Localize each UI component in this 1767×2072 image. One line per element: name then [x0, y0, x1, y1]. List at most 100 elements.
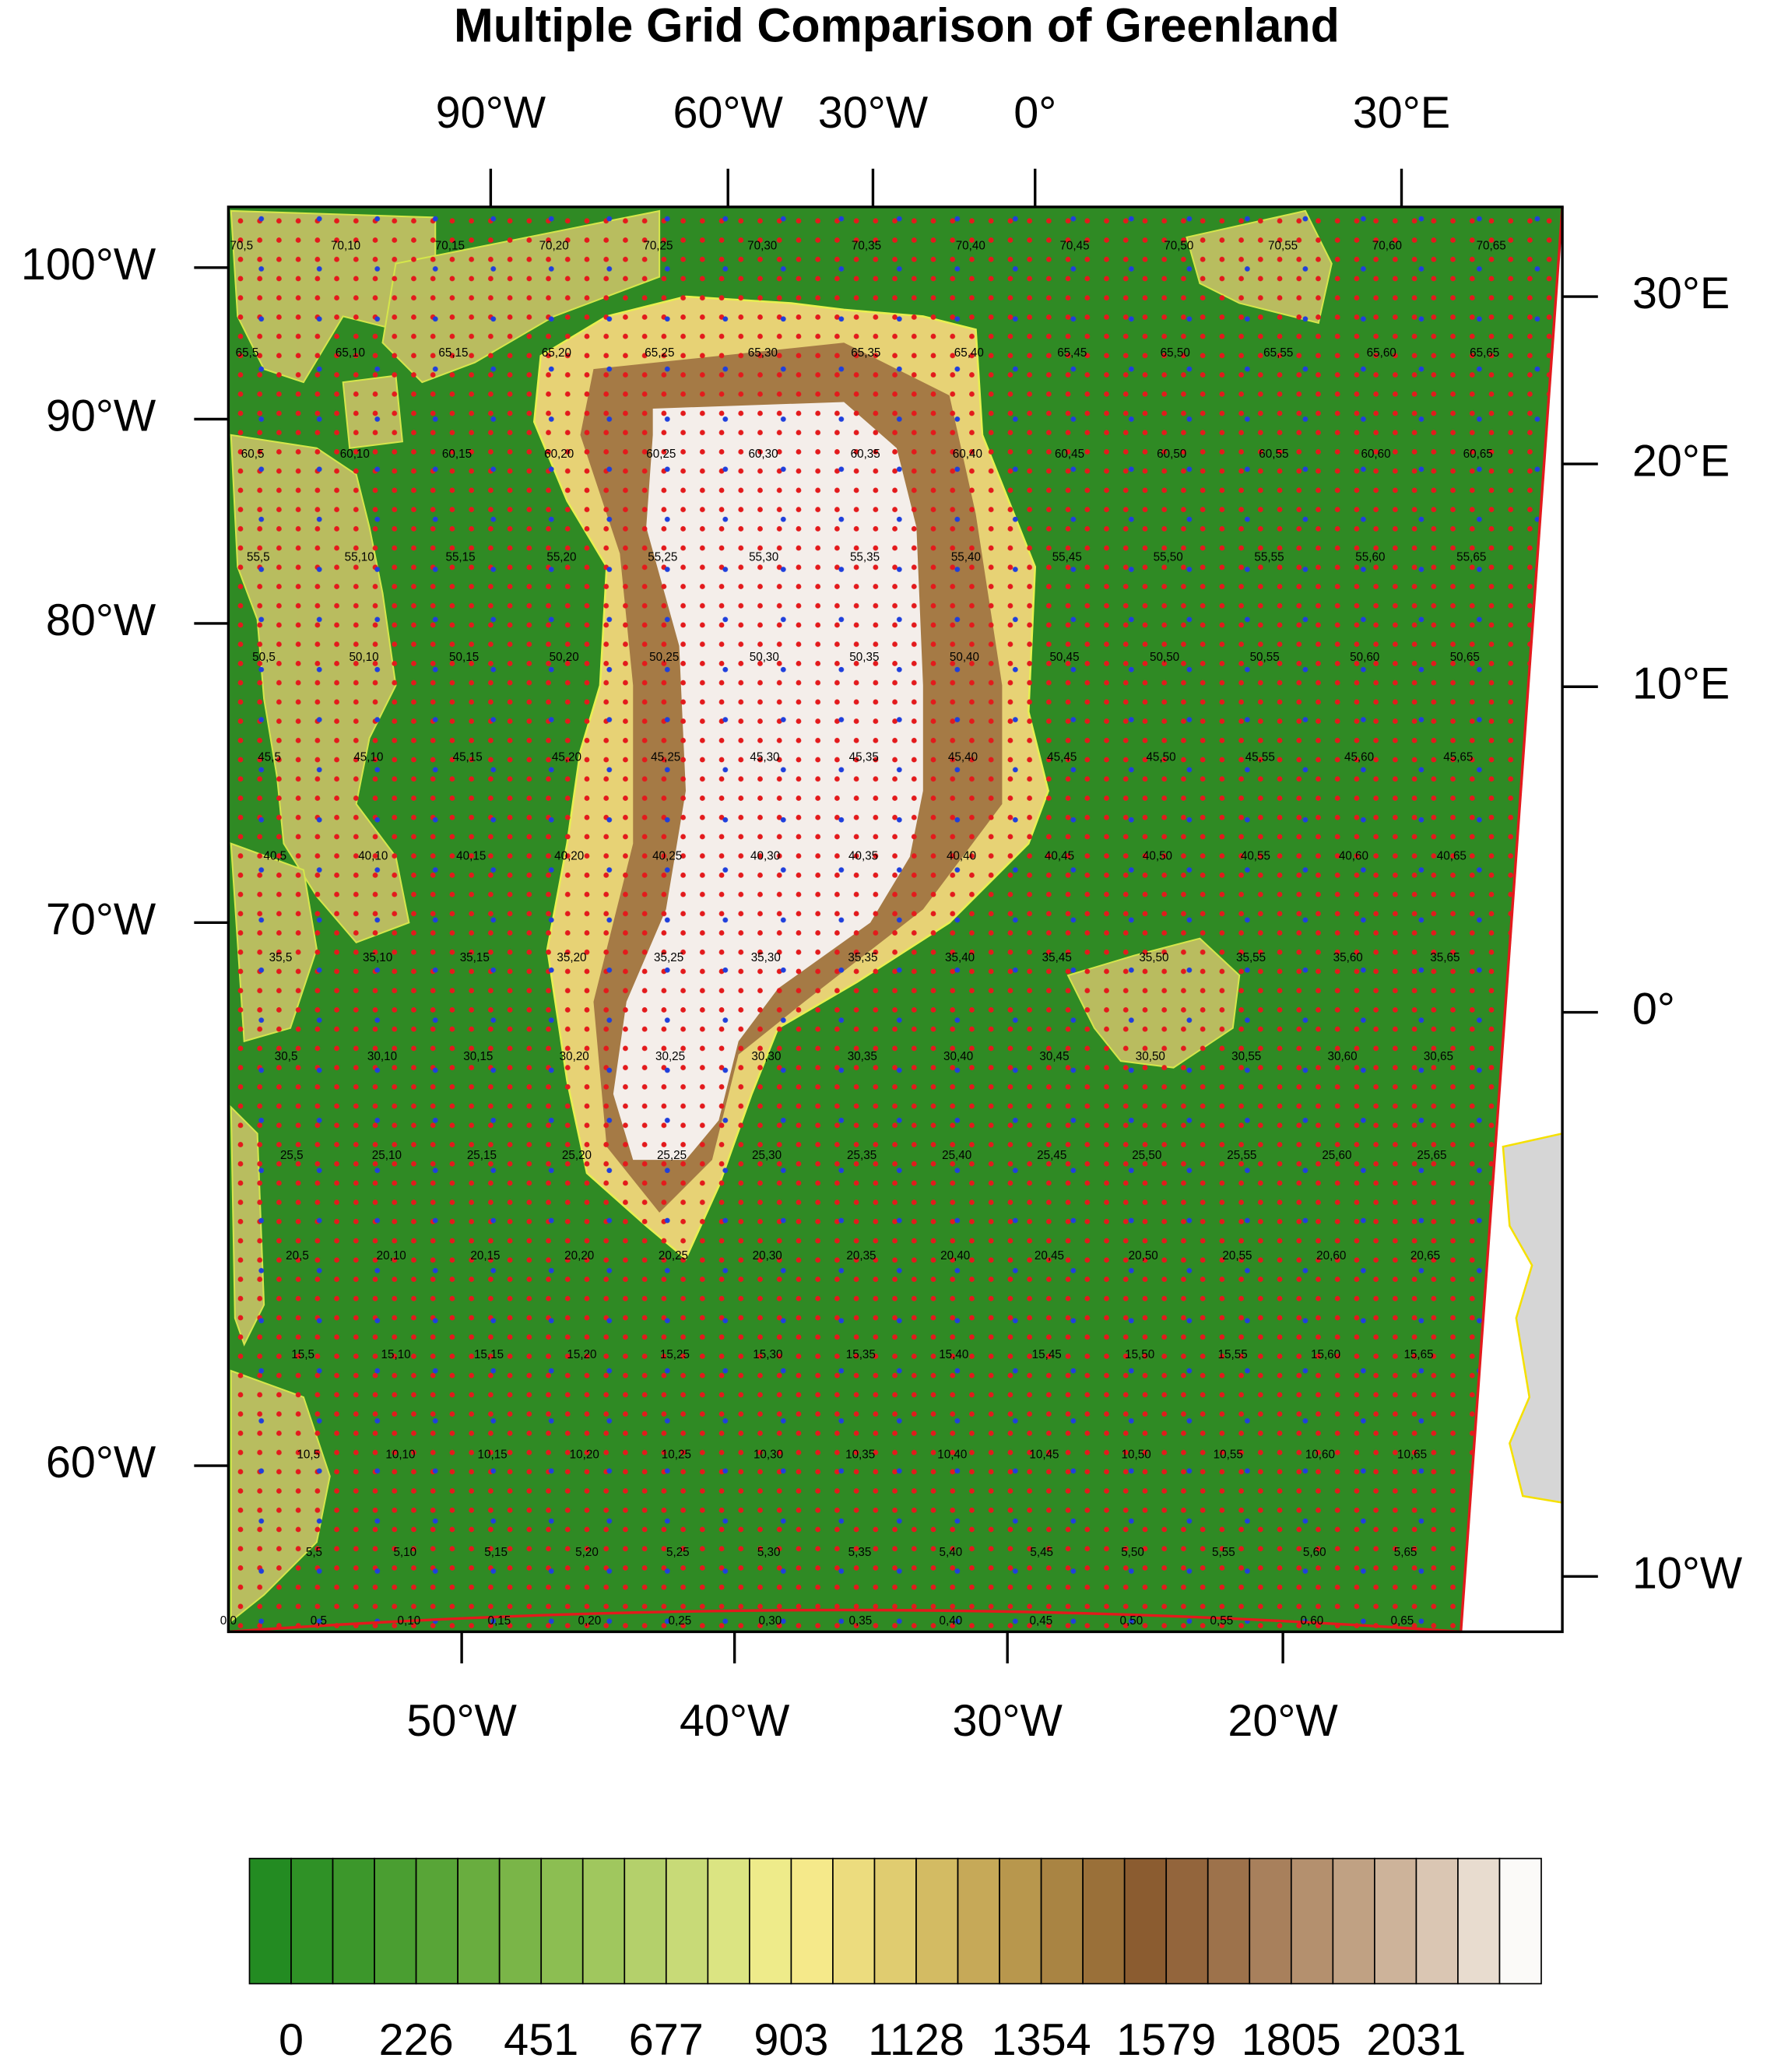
- colorbar-box: [790, 1857, 834, 1985]
- grid-label: 5,60: [1303, 1546, 1326, 1559]
- tick-label: 90°W: [436, 88, 546, 138]
- grid-label: 30,35: [848, 1050, 877, 1063]
- grid-label: 0,60: [1301, 1614, 1324, 1628]
- colorbar-box: [1249, 1857, 1292, 1985]
- grid-label: 60,25: [646, 448, 676, 461]
- grid-label: 30,30: [751, 1050, 781, 1063]
- grid-label: 50,45: [1049, 651, 1079, 664]
- grid-label: 40,15: [456, 850, 486, 863]
- grid-label: 40,25: [652, 850, 682, 863]
- grid-label: 0,5: [311, 1614, 327, 1628]
- grid-label: 70,45: [1059, 240, 1089, 253]
- grid-label: 60,50: [1157, 448, 1186, 461]
- grid-label: 0,50: [1120, 1614, 1143, 1628]
- grid-label: 35,5: [269, 951, 293, 964]
- colorbar-box: [1207, 1857, 1251, 1985]
- grid-label: 35,30: [751, 951, 781, 964]
- title: Multiple Grid Comparison of Greenland: [454, 0, 1340, 51]
- grid-label: 50,10: [349, 651, 378, 664]
- grid-label: 30,40: [943, 1050, 973, 1063]
- grid-label: 40,45: [1045, 850, 1074, 863]
- colorbar-box: [624, 1857, 667, 1985]
- grid-label: 0,0: [220, 1614, 237, 1628]
- grid-label: 10,60: [1305, 1449, 1335, 1462]
- grid-label: 35,50: [1139, 951, 1168, 964]
- colorbar-box: [1374, 1857, 1417, 1985]
- grid-label: 50,15: [449, 651, 479, 664]
- grid-label: 50,35: [849, 651, 879, 664]
- grid-label: 5,35: [848, 1546, 872, 1559]
- colorbar-box: [1290, 1857, 1334, 1985]
- grid-label: 55,45: [1052, 550, 1082, 564]
- grid-label: 25,50: [1132, 1149, 1161, 1162]
- grid-label: 25,10: [372, 1149, 402, 1162]
- grid-label: 15,55: [1218, 1348, 1248, 1361]
- grid-label: 10,10: [385, 1449, 415, 1462]
- colorbar-label: 903: [754, 2015, 828, 2065]
- grid-label: 40,35: [848, 850, 878, 863]
- grid-label: 5,65: [1394, 1546, 1417, 1559]
- grid-label: 45,5: [258, 751, 281, 764]
- grid-label: 70,5: [230, 240, 253, 253]
- grid-label: 20,65: [1410, 1249, 1440, 1263]
- tick-label: 90°W: [46, 392, 156, 441]
- grid-label: 60,15: [442, 448, 472, 461]
- grid-label: 70,35: [852, 240, 881, 253]
- grid-label: 65,50: [1161, 346, 1190, 360]
- grid-label: 0,30: [759, 1614, 782, 1628]
- colorbar-box: [957, 1857, 1000, 1985]
- tick-label: 30°W: [952, 1696, 1063, 1746]
- tick-label: 70°W: [46, 895, 156, 945]
- colorbar-box: [248, 1857, 292, 1985]
- grid-label: 15,60: [1311, 1348, 1340, 1361]
- grid-label: 40,55: [1241, 850, 1270, 863]
- grid-label: 45,30: [750, 751, 779, 764]
- grid-label: 25,25: [657, 1149, 687, 1162]
- grid-label: 50,30: [750, 651, 779, 664]
- tick-label: 80°W: [46, 595, 156, 645]
- grid-label: 45,15: [453, 751, 483, 764]
- colorbar-box: [332, 1857, 375, 1985]
- grid-label: 55,40: [951, 550, 981, 564]
- grid-label: 25,35: [847, 1149, 876, 1162]
- grid-label: 30,60: [1327, 1050, 1357, 1063]
- tick-label: 10°E: [1632, 658, 1730, 708]
- grid-label: 65,20: [542, 346, 571, 360]
- grid-label: 50,65: [1450, 651, 1480, 664]
- colorbar-label: 1128: [868, 2015, 964, 2065]
- grid-label: 25,20: [562, 1149, 592, 1162]
- grid-label: 55,15: [445, 550, 475, 564]
- grid-label: 15,15: [474, 1348, 504, 1361]
- grid-label: 70,65: [1477, 240, 1506, 253]
- grid-label: 65,55: [1263, 346, 1293, 360]
- grid-label: 15,10: [381, 1348, 411, 1361]
- colorbar-box: [1040, 1857, 1084, 1985]
- grid-label: 45,25: [651, 751, 680, 764]
- tick-label: 60°W: [46, 1438, 156, 1487]
- grid-label: 20,15: [470, 1249, 500, 1263]
- grid-label: 50,5: [252, 651, 276, 664]
- grid-label: 65,25: [645, 346, 674, 360]
- grid-label: 35,15: [460, 951, 490, 964]
- grid-label: 55,55: [1254, 550, 1284, 564]
- colorbar-box: [581, 1857, 626, 1985]
- grid-label: 65,60: [1367, 346, 1396, 360]
- grid-label: 30,20: [560, 1050, 589, 1063]
- grid-label: 0,20: [578, 1614, 602, 1628]
- tick-label: 10°W: [1632, 1548, 1743, 1598]
- grid-label: 25,15: [467, 1149, 497, 1162]
- grid-label: 20,35: [846, 1249, 876, 1263]
- grid-label: 25,5: [280, 1149, 304, 1162]
- grid-label: 10,20: [570, 1449, 599, 1462]
- colorbar-box: [832, 1857, 876, 1985]
- grid-label: 55,50: [1154, 550, 1183, 564]
- grid-label: 20,10: [377, 1249, 406, 1263]
- grid-label: 60,30: [748, 448, 778, 461]
- colorbar-box: [498, 1857, 543, 1985]
- grid-label: 30,65: [1424, 1050, 1453, 1063]
- grid-label: 20,45: [1035, 1249, 1064, 1263]
- grid-label: 30,25: [655, 1050, 685, 1063]
- grid-label: 45,40: [948, 751, 978, 764]
- grid-label: 50,55: [1250, 651, 1280, 664]
